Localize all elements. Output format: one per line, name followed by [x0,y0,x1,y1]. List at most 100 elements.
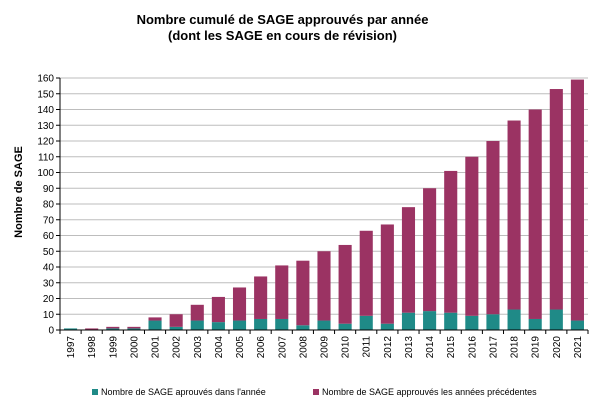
y-tick-label: 110 [38,152,54,163]
x-tick-label: 2008 [298,336,309,359]
chart-title: Nombre cumulé de SAGE approuvés par anné… [136,12,429,27]
bar-approved-year [423,311,437,330]
x-tick-label: 2017 [488,336,499,359]
bar-approved-previous [106,326,120,329]
bar-approved-year [106,328,120,330]
x-tick-label: 1997 [66,336,77,359]
x-tick-label: 2014 [425,336,436,359]
bar-approved-year [127,328,141,330]
bar-approved-year [444,312,458,330]
bars [64,79,584,330]
x-tick-label: 2018 [510,336,521,359]
x-tick-label: 2019 [531,336,542,359]
bar-approved-previous [380,224,394,324]
bar-approved-year [359,315,373,330]
y-tick-label: 70 [43,215,55,226]
bar-approved-previous [296,260,310,326]
x-tick-label: 2013 [404,336,415,359]
bar-approved-year [254,318,268,330]
bar-approved-previous [549,89,563,310]
bar-approved-previous [507,120,521,310]
bar-approved-previous [232,287,247,321]
bar-approved-year [317,320,331,330]
bar-approved-year [190,320,204,330]
legend-swatch-approved-year [92,389,98,395]
bar-approved-previous [317,251,331,321]
x-tick-label: 2000 [129,336,140,359]
bar-approved-year [465,315,479,330]
y-tick-label: 30 [43,278,55,289]
bar-approved-year [401,312,416,330]
bar-approved-previous [275,265,289,319]
bar-approved-previous [401,207,416,313]
bar-approved-previous [444,170,458,313]
bar-approved-year [507,309,521,330]
bar-approved-year [486,314,500,330]
bar-approved-year [296,325,310,330]
gridlines [60,77,588,315]
bar-approved-previous [338,244,352,324]
x-tick-label: 2009 [320,336,331,359]
bar-approved-previous [359,230,373,316]
x-tick-label: 2020 [552,336,563,359]
x-tick-label: 2006 [256,336,267,359]
x-tick-label: 1999 [108,336,119,359]
bar-approved-previous [254,276,268,319]
bar-approved-year [148,320,162,330]
bar-approved-year [169,326,183,330]
x-tick-label: 2015 [446,336,457,359]
legend-swatch-approved-previous [313,389,319,395]
bar-approved-year [338,323,352,330]
y-tick-label: 160 [37,74,54,85]
x-tick-label: 2010 [341,336,352,359]
bar-approved-year [380,323,394,330]
bar-approved-previous [127,326,141,329]
bar-approved-previous [148,317,162,321]
y-tick-label: 10 [43,310,55,321]
y-tick-label: 130 [37,121,54,132]
bar-approved-year [211,322,225,330]
x-tick-label: 1998 [87,336,98,359]
y-tick-label: 80 [43,200,55,211]
bar-approved-previous [423,188,437,312]
bar-approved-previous [465,156,479,316]
bar-approved-previous [190,304,204,321]
y-tick-label: 60 [43,231,55,242]
x-tick-label: 2005 [235,336,246,359]
x-tick-label: 2011 [362,336,373,358]
y-axis-label: Nombre de SAGE [13,146,25,238]
bar-approved-previous [570,79,584,321]
y-tick-label: 120 [37,137,54,148]
bar-approved-previous [486,141,500,315]
y-tick-label: 90 [43,184,55,195]
x-tick-label: 2012 [383,336,394,359]
legend-label-approved-previous: Nombre de SAGE approuvés les années préc… [322,387,537,397]
x-tick-label: 2016 [467,336,478,359]
y-tick-label: 150 [37,89,54,100]
y-tick-label: 40 [43,263,55,274]
bar-approved-previous [528,109,542,319]
x-tick-label: 2021 [573,336,584,359]
bar-approved-year [232,320,247,330]
bar-approved-year [549,309,563,330]
x-tick-label: 2007 [277,336,288,359]
legend: Nombre de SAGE aprouvés dans l'année Nom… [92,387,537,397]
bar-approved-year [275,318,289,330]
bar-approved-year [64,328,78,330]
bar-approved-previous [169,314,183,327]
y-tick-label: 140 [37,105,54,116]
x-tick-label: 2002 [172,336,183,359]
chart-subtitle: (dont les SAGE en cours de révision) [168,28,397,43]
legend-label-approved-year: Nombre de SAGE aprouvés dans l'année [101,387,266,397]
x-tick-label: 2003 [193,336,204,359]
y-tick-label: 20 [43,294,55,305]
x-tick-label: 2004 [214,336,225,359]
bar-approved-year [528,318,542,330]
bar-approved-previous [211,296,225,323]
bar-approved-year [570,320,584,330]
y-tick-label: 0 [48,326,54,337]
x-tick-label: 2001 [151,336,162,359]
axes: 0 10 20 30 40 50 60 70 80 90 100 110 120 130 140 150 160… [37,74,589,359]
